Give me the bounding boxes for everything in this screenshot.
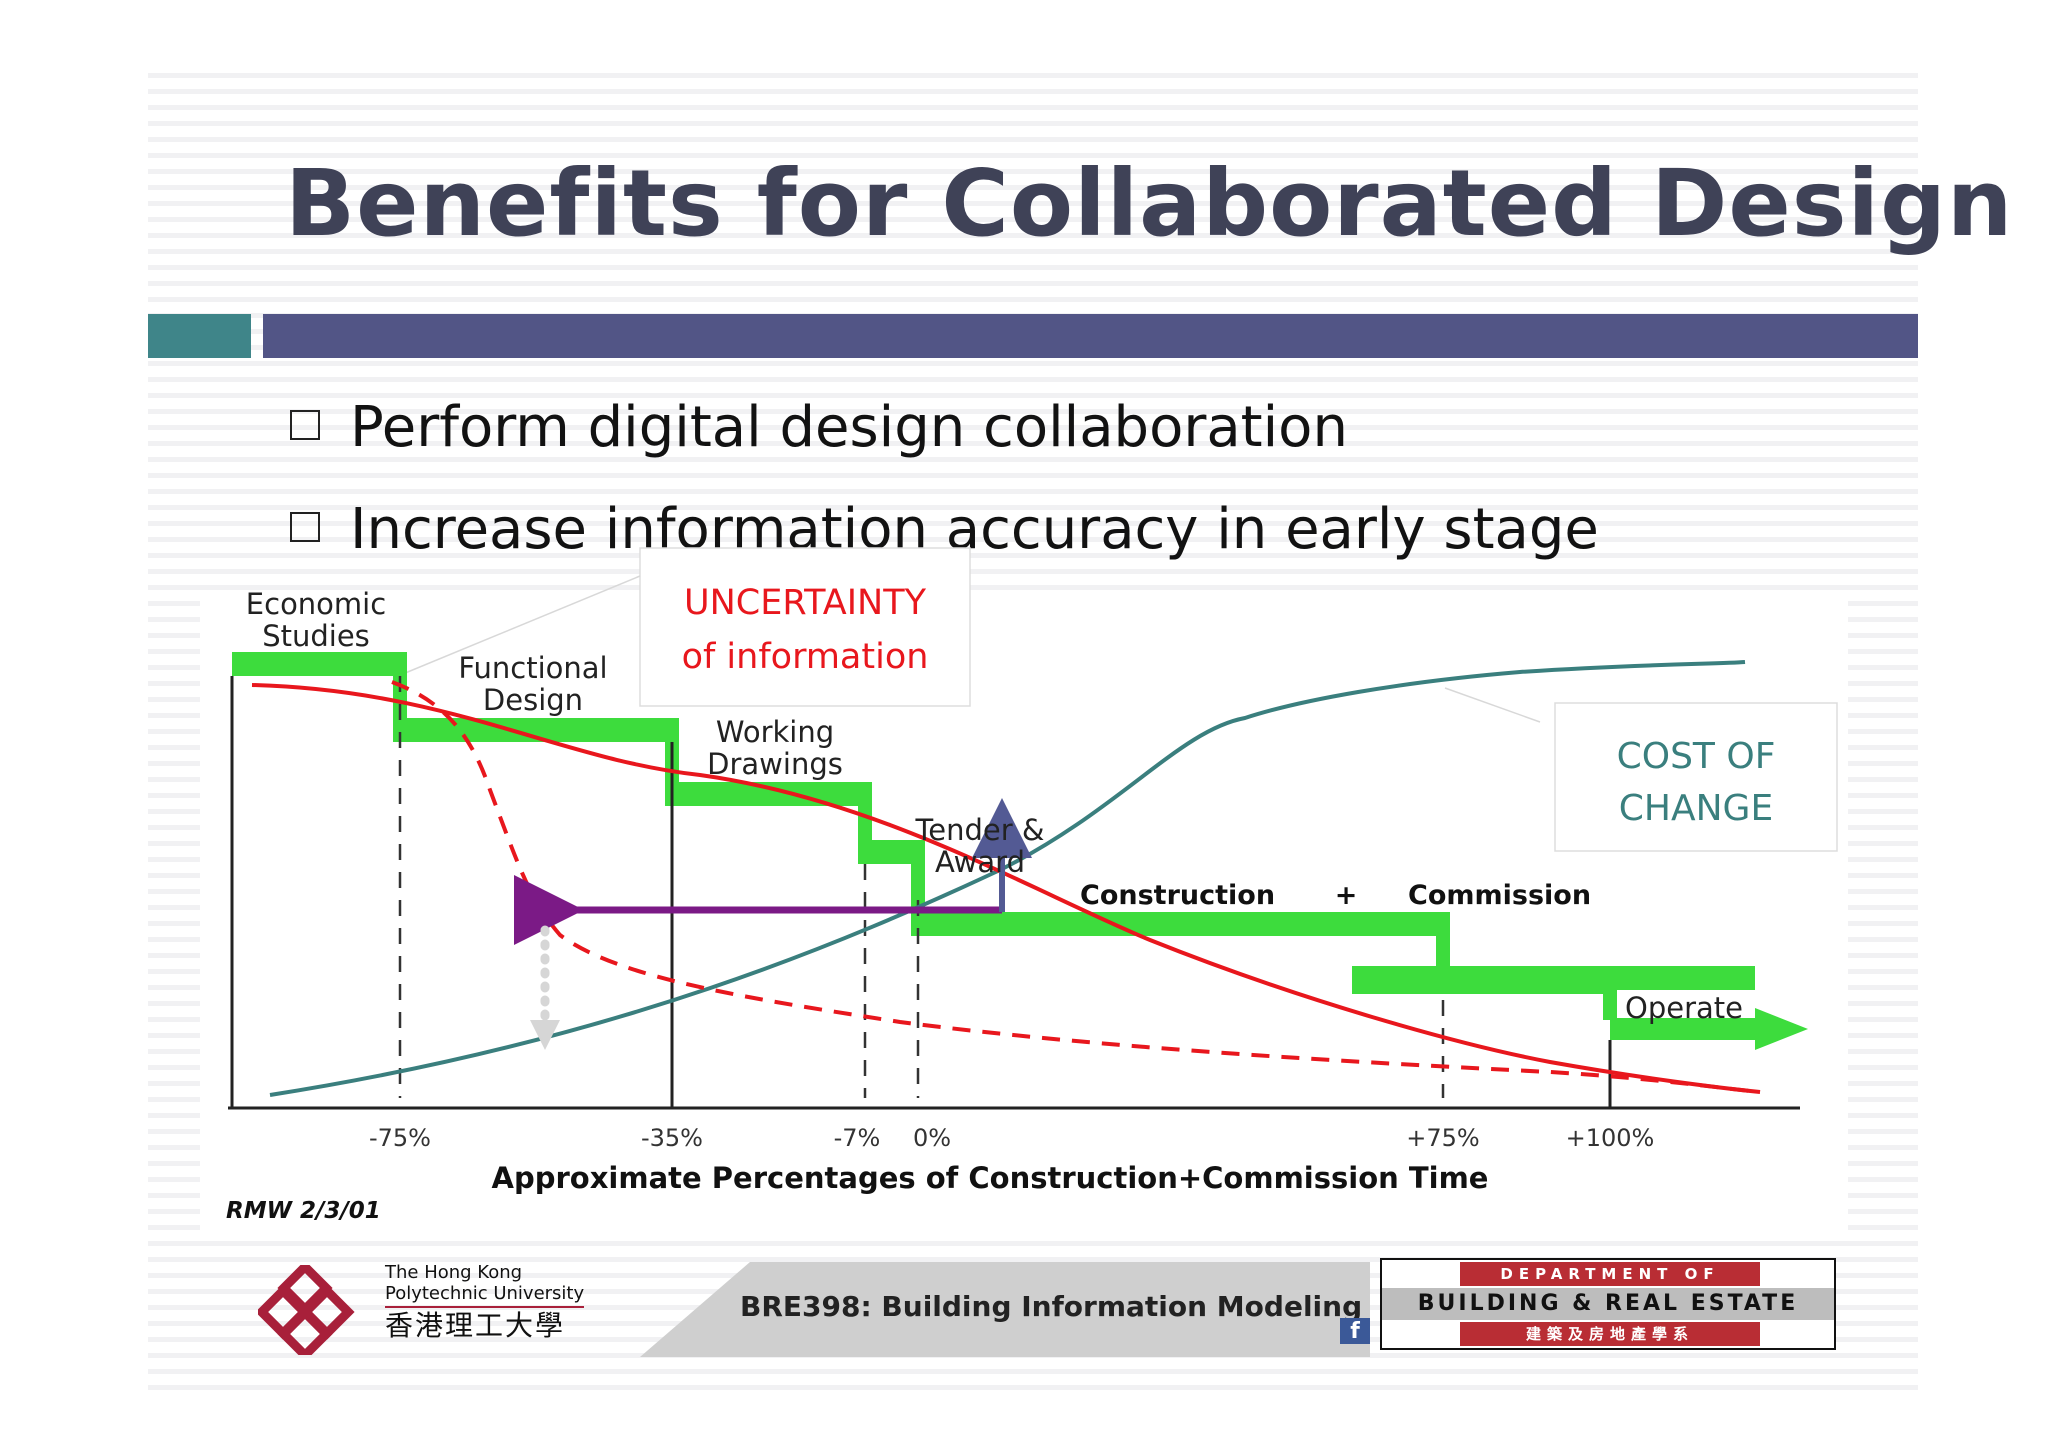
cost-of-change-curve	[269, 660, 1746, 1097]
phase-label: Drawings	[707, 747, 843, 781]
phase-bar	[232, 652, 400, 676]
checkbox-bullet-icon	[290, 409, 320, 440]
phase-label: Tender &	[914, 813, 1044, 847]
course-title: BRE398: Building Information Modeling	[740, 1290, 1363, 1323]
phase-label: Operate	[1625, 991, 1743, 1025]
phase-bar	[672, 782, 865, 806]
title-divider-bar	[263, 314, 1918, 358]
bullet-item-1: Perform digital design collaboration	[290, 395, 1348, 460]
department-logo: DEPARTMENT OF BUILDING & REAL ESTATE 建築及…	[1380, 1258, 1836, 1350]
uncertainty-curve-traditional	[251, 683, 1761, 1094]
x-tick-label: 0%	[913, 1124, 951, 1152]
phase-label: Economic	[246, 587, 386, 621]
bullet-item-2: Increase information accuracy in early s…	[290, 497, 1599, 562]
university-name: The Hong Kong Polytechnic University 香港理…	[385, 1262, 585, 1344]
commission-bar	[1352, 966, 1610, 994]
dept-chinese-name: 建築及房地產學系	[1460, 1322, 1760, 1346]
x-tick-label: +100%	[1566, 1124, 1655, 1152]
phase-bars	[232, 652, 1808, 1050]
x-tick-label: +75%	[1406, 1124, 1479, 1152]
phase-bar	[1610, 966, 1755, 990]
phase-label: Functional	[458, 651, 607, 685]
uncertainty-callout-pointer	[397, 575, 641, 677]
phase-label: +	[1335, 880, 1358, 911]
bullet-text-1: Perform digital design collaboration	[350, 395, 1348, 460]
bullet-text-2: Increase information accuracy in early s…	[350, 497, 1599, 562]
uncertainty-curve-collaborative	[391, 680, 1761, 1094]
phase-label: Studies	[262, 619, 370, 653]
x-tick-label: -75%	[369, 1124, 431, 1152]
cost-callout-box	[1554, 702, 1838, 852]
dept-top-label: DEPARTMENT OF	[1460, 1262, 1760, 1286]
dept-name: BUILDING & REAL ESTATE	[1382, 1288, 1834, 1320]
facebook-icon[interactable]: f	[1340, 1318, 1370, 1344]
university-name-chinese: 香港理工大學	[385, 1309, 566, 1342]
phase-label: Design	[483, 683, 583, 717]
cost-callout-pointer	[1444, 687, 1541, 723]
chart-arrows	[514, 798, 1032, 1050]
x-axis-label: Approximate Percentages of Construction+…	[492, 1161, 1489, 1195]
operate-bar	[1610, 1018, 1760, 1040]
chart-curves	[251, 660, 1761, 1097]
phase-label: Award	[935, 845, 1025, 879]
chart-background	[200, 590, 1848, 1230]
phase-bar	[918, 912, 1443, 936]
uncertainty-callout-box	[639, 547, 971, 707]
phase-label: Working	[716, 715, 834, 749]
phase-dividers	[228, 676, 1800, 1110]
uncertainty-annotation: UNCERTAINTY	[684, 583, 927, 623]
uncertainty-drop-arrow-head	[530, 1020, 560, 1050]
uncertainty-annotation: of information	[682, 637, 929, 677]
university-logo-icon	[258, 1265, 355, 1355]
cost-of-change-annotation: COST OF	[1617, 736, 1776, 777]
operate-arrow-head	[1755, 1008, 1808, 1050]
cost-of-change-annotation: CHANGE	[1619, 788, 1773, 829]
university-name-line1: The Hong Kong	[385, 1262, 523, 1283]
x-tick-label: -35%	[641, 1124, 703, 1152]
title-accent-bar	[148, 314, 251, 358]
annotation-boxes	[397, 547, 1838, 852]
phase-label: Construction	[1080, 880, 1275, 911]
x-tick-label: -7%	[834, 1124, 881, 1152]
footer-grey-band	[640, 1262, 1370, 1357]
slide-title: Benefits for Collaborated Design	[285, 150, 2014, 257]
phase-label: Commission	[1408, 880, 1591, 911]
checkbox-bullet-icon	[290, 511, 320, 542]
phase-bar	[865, 840, 918, 864]
university-name-line2: Polytechnic University	[385, 1283, 585, 1308]
chart-credit: RMW 2/3/01	[226, 1198, 381, 1224]
